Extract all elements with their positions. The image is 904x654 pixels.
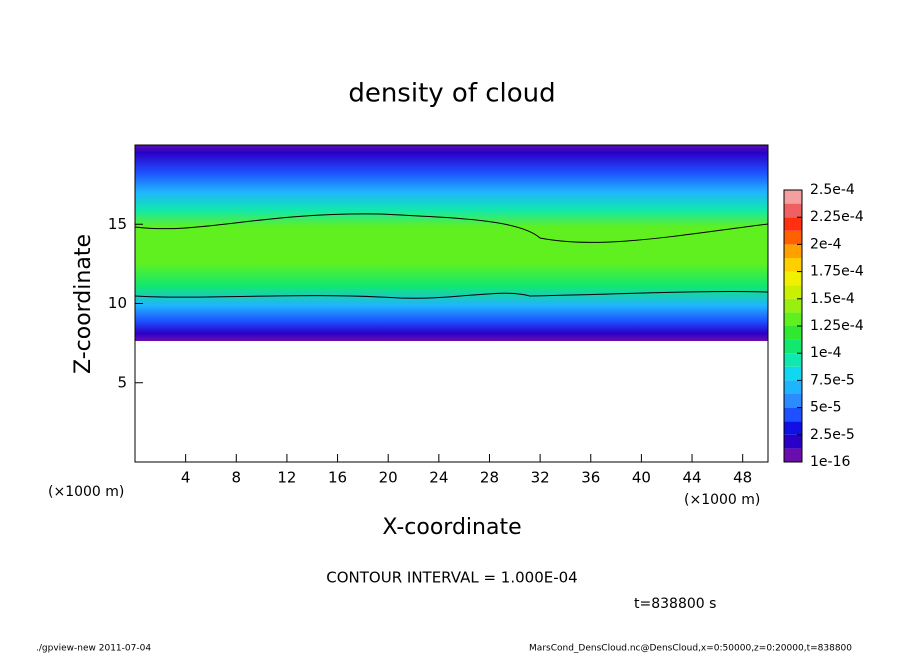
- x-tick-label: 44: [682, 469, 701, 487]
- colorbar-swatch: [784, 339, 802, 354]
- chart-title: density of cloud: [348, 79, 555, 109]
- colorbar-swatch: [784, 312, 802, 326]
- x-unit: (×1000 m): [684, 492, 760, 508]
- y-tick-label: 10: [108, 294, 127, 312]
- x-tick-label: 48: [733, 469, 752, 487]
- y-unit: (×1000 m): [48, 484, 124, 500]
- colorbar-swatch: [784, 271, 802, 286]
- y-axis-label: Z-coordinate: [71, 234, 96, 374]
- colorbar-tick-label: 1.25e-4: [810, 318, 864, 334]
- plot-frame: [134, 144, 769, 463]
- colorbar-swatch: [784, 421, 802, 435]
- x-tick-label: 28: [480, 469, 499, 487]
- colorbar-swatch: [784, 217, 802, 231]
- y-tick-label: 15: [108, 215, 127, 233]
- density-field: [135, 145, 768, 341]
- colorbar-tick-label: 1.75e-4: [810, 264, 864, 280]
- contour-interval: CONTOUR INTERVAL = 1.000E-04: [326, 569, 577, 587]
- colorbar-swatch: [784, 190, 802, 204]
- colorbar-tick-label: 2e-4: [810, 236, 842, 252]
- colorbar-swatch: [784, 353, 802, 367]
- x-tick-label: 40: [632, 469, 651, 487]
- footer-left: ./gpview-new 2011-07-04: [36, 644, 151, 654]
- colorbar-frame: [783, 189, 803, 463]
- colorbar-swatch: [784, 326, 802, 340]
- time-label: t=838800 s: [634, 596, 716, 612]
- colorbar-swatch: [784, 230, 802, 245]
- colorbar-swatch: [784, 298, 802, 313]
- x-axis-label: X-coordinate: [382, 515, 521, 540]
- x-tick-label: 8: [232, 469, 242, 487]
- colorbar-tick-label: 7.5e-5: [810, 372, 855, 388]
- colorbar-swatch: [784, 380, 802, 394]
- colorbar-swatch: [784, 407, 802, 422]
- colorbar-swatch: [784, 366, 802, 381]
- x-tick-label: 24: [429, 469, 448, 487]
- colorbar-swatch: [784, 244, 802, 258]
- colorbar-tick-label: 2.5e-5: [810, 427, 855, 443]
- x-tick-label: 20: [379, 469, 398, 487]
- colorbar-swatch: [784, 203, 802, 218]
- contour-line: [134, 291, 769, 299]
- x-tick-label: 36: [581, 469, 600, 487]
- x-tick-label: 12: [277, 469, 296, 487]
- colorbar-swatch: [784, 285, 802, 299]
- y-tick-label: 5: [117, 373, 127, 391]
- colorbar-tick-label: 2.5e-4: [810, 182, 855, 198]
- contour-line: [134, 213, 769, 243]
- colorbar-tick-label: 2.25e-4: [810, 209, 864, 225]
- x-tick-label: 16: [328, 469, 347, 487]
- colorbar-swatch: [784, 434, 802, 449]
- x-tick-label: 4: [181, 469, 191, 487]
- colorbar-tick-label: 5e-5: [810, 400, 841, 416]
- colorbar-swatch: [784, 394, 802, 408]
- x-tick-label: 32: [531, 469, 550, 487]
- colorbar-tick-label: 1.5e-4: [810, 291, 855, 307]
- footer-right: MarsCond_DensCloud.nc@DensCloud,x=0:5000…: [529, 644, 852, 654]
- colorbar-tick-label: 1e-4: [810, 345, 842, 361]
- colorbar-tick-label: 1e-16: [810, 454, 850, 470]
- colorbar-swatch: [784, 448, 802, 462]
- colorbar-swatch: [784, 258, 802, 272]
